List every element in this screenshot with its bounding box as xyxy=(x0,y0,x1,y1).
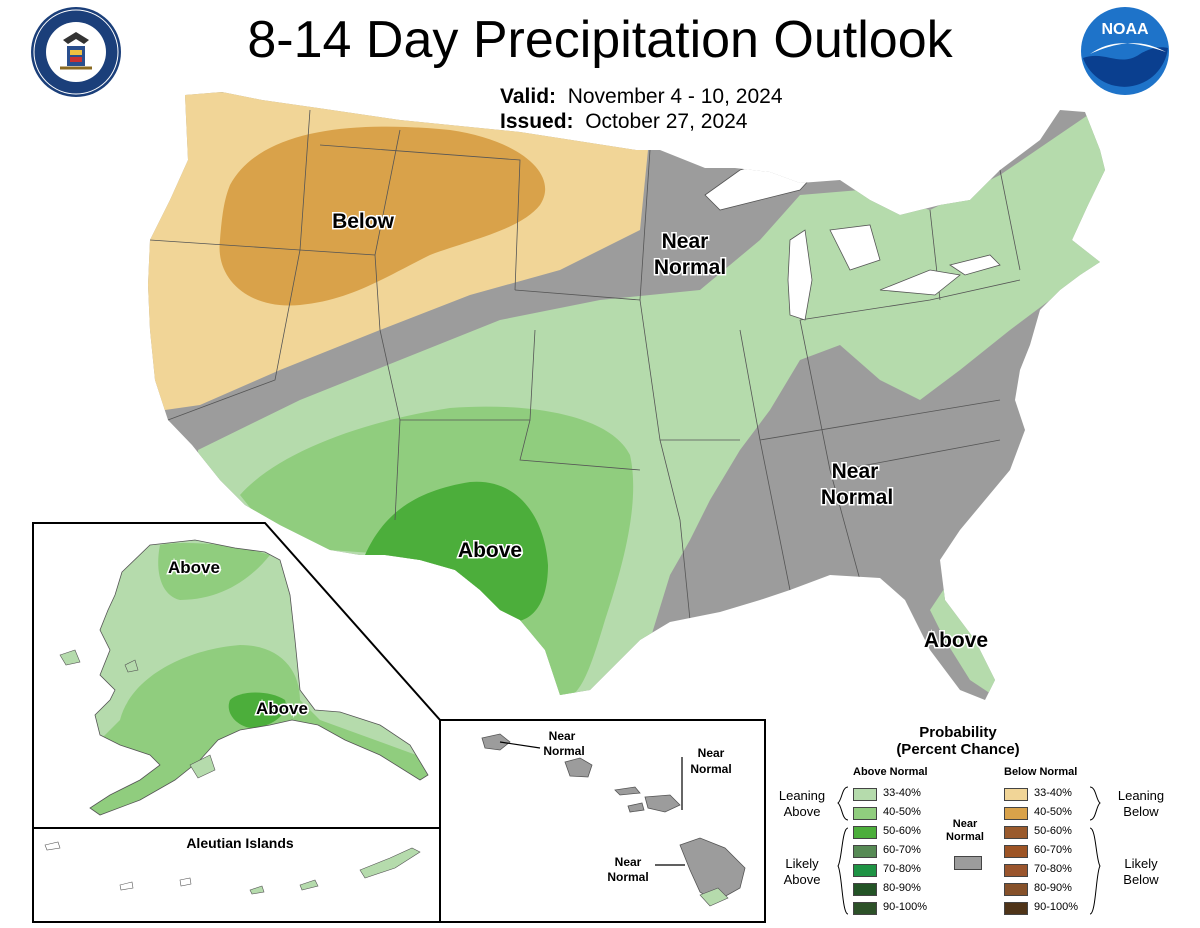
legend-likely-above-1: Likely xyxy=(785,856,819,871)
legend-above-label-1: 40-50% xyxy=(883,806,921,818)
legend-below-label-3: 60-70% xyxy=(1034,844,1072,856)
legend-above-swatch-0 xyxy=(853,788,877,801)
valid-dates: Valid: November 4 - 10, 2024 Issued: Oct… xyxy=(500,84,783,134)
legend-below-swatch-0 xyxy=(1004,788,1028,801)
legend-below-label-2: 50-60% xyxy=(1034,825,1072,837)
legend-above-swatch-4 xyxy=(853,864,877,877)
issued-label: Issued: xyxy=(500,110,574,133)
noaa-logo: NOAA xyxy=(1081,7,1169,95)
legend-likely-above-2: Above xyxy=(783,872,821,887)
legend-above-swatch-2 xyxy=(853,826,877,839)
label-hawaii-near-3a: Near xyxy=(615,855,642,869)
legend-above-label-3: 60-70% xyxy=(883,844,921,856)
commerce-seal-logo xyxy=(31,7,121,97)
label-below-nw: Below xyxy=(332,210,395,233)
label-alaska-above-south: Above xyxy=(256,699,308,718)
alaska-above-50-60 xyxy=(228,692,286,728)
legend-above-label-2: 50-60% xyxy=(883,825,921,837)
label-above-florida: Above xyxy=(924,629,988,652)
legend-leaning-below: Leaning Below xyxy=(1104,788,1178,820)
legend-below-head: Below Normal xyxy=(1004,766,1078,778)
label-near-north-1: Near xyxy=(662,230,709,253)
noaa-logo-text: NOAA xyxy=(1101,21,1149,38)
legend-likely-above: Likely Above xyxy=(770,856,834,888)
legend-below-label-0: 33-40% xyxy=(1034,787,1072,799)
label-hawaii-near-1a: Near xyxy=(549,729,576,743)
legend-below-swatch-5 xyxy=(1004,883,1028,896)
legend-leaning-below-2: Below xyxy=(1123,804,1159,819)
legend-above-label-0: 33-40% xyxy=(883,787,921,799)
hawaii-islands xyxy=(481,733,746,903)
legend-above-label-4: 70-80% xyxy=(883,863,921,875)
label-alaska-above-north: Above xyxy=(168,558,220,577)
legend-title: Probability (Percent Chance) xyxy=(858,724,1058,758)
valid-label: Valid: xyxy=(500,85,557,108)
legend-above-label-6: 90-100% xyxy=(883,901,928,913)
aleutian-islands-west xyxy=(44,841,192,891)
issued-value: October 27, 2024 xyxy=(585,110,748,133)
legend-below-label-5: 80-90% xyxy=(1034,882,1072,894)
legend-below-swatch-4 xyxy=(1004,864,1028,877)
florida-above-region xyxy=(930,580,1000,700)
label-above-texas: Above xyxy=(458,539,522,562)
label-hawaii-near-2a: Near xyxy=(698,746,725,760)
legend-above-label-5: 80-90% xyxy=(883,882,921,894)
hawaii-above-region xyxy=(699,887,729,907)
below-40-50-region xyxy=(219,126,546,306)
legend-below-swatch-6 xyxy=(1004,902,1028,915)
legend-below-swatch-1 xyxy=(1004,807,1028,820)
alaska-islands xyxy=(59,649,216,779)
legend-above-swatch-5 xyxy=(853,883,877,896)
legend-leaning-above-1: Leaning xyxy=(778,788,826,803)
state-borders xyxy=(149,109,1021,621)
legend-leaning-below-1: Leaning xyxy=(1117,788,1165,803)
legend-below-label-4: 70-80% xyxy=(1034,863,1072,875)
map-title: 8-14 Day Precipitation Outlook xyxy=(247,11,953,69)
legend-above-head: Above Normal xyxy=(853,766,928,778)
legend-above-swatch-1 xyxy=(853,807,877,820)
label-near-south-1: Near xyxy=(832,460,879,483)
legend-braces xyxy=(837,786,1101,915)
legend-likely-below-2: Below xyxy=(1123,872,1159,887)
legend-near-swatch xyxy=(954,856,982,870)
legend-above-swatch-6 xyxy=(853,902,877,915)
aleutian-title: Aleutian Islands xyxy=(186,835,294,851)
above-50-60-region xyxy=(365,481,548,623)
legend-above-swatch-3 xyxy=(853,845,877,858)
legend-title-line1: Probability xyxy=(919,724,997,741)
legend-title-line2: (Percent Chance) xyxy=(896,741,1020,758)
legend-below-label-1: 40-50% xyxy=(1034,806,1072,818)
label-near-south-2: Normal xyxy=(821,486,893,509)
legend-below-swatch-3 xyxy=(1004,845,1028,858)
legend-likely-below: Likely Below xyxy=(1104,856,1178,888)
legend-near-head: Near Normal xyxy=(940,818,990,844)
legend-near-head-1: Near xyxy=(952,818,978,830)
alaska-above-north-40-50 xyxy=(158,543,270,600)
valid-value: November 4 - 10, 2024 xyxy=(567,85,783,108)
label-hawaii-near-2b: Normal xyxy=(690,762,731,776)
great-lakes xyxy=(704,157,1001,321)
legend-below-label-6: 90-100% xyxy=(1034,901,1079,913)
legend-below-swatch-2 xyxy=(1004,826,1028,839)
hawaii-leader-lines xyxy=(499,741,685,866)
label-hawaii-near-3b: Normal xyxy=(607,870,648,884)
legend-near-head-2: Normal xyxy=(946,831,984,843)
label-hawaii-near-1b: Normal xyxy=(543,744,584,758)
aleutian-islands-chain xyxy=(249,847,421,895)
legend-likely-below-1: Likely xyxy=(1124,856,1158,871)
label-near-north-2: Normal xyxy=(654,256,726,279)
legend-leaning-above-2: Above xyxy=(783,804,821,819)
alaska-outline xyxy=(89,539,429,816)
legend-leaning-above: Leaning Above xyxy=(770,788,834,820)
